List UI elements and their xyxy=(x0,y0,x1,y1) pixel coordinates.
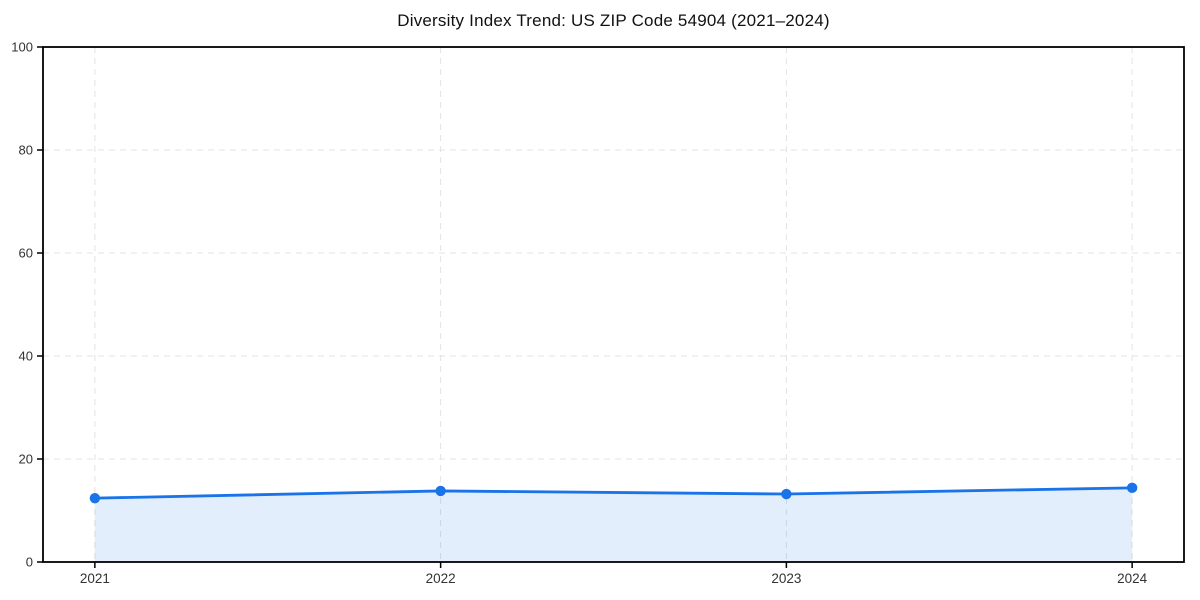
plot-background xyxy=(43,47,1184,562)
y-axis-tick-label: 20 xyxy=(19,452,33,467)
x-axis-tick-label: 2022 xyxy=(426,571,456,586)
y-axis-tick-label: 0 xyxy=(26,555,33,570)
data-point-marker xyxy=(1126,482,1138,494)
series-line xyxy=(93,486,1134,500)
data-point-marker xyxy=(781,488,792,500)
y-axis-tick-label: 60 xyxy=(19,246,33,261)
x-axis-tick-label: 2021 xyxy=(80,571,110,586)
x-axis-tick-label: 2023 xyxy=(771,571,801,586)
chart-title: Diversity Index Trend: US ZIP Code 54904… xyxy=(397,11,830,30)
y-axis-tick-label: 100 xyxy=(11,40,33,55)
y-axis-tick-label: 40 xyxy=(19,349,33,364)
plot-frame xyxy=(42,46,1185,563)
x-axis-tick-label: 2024 xyxy=(1117,571,1148,586)
y-axis-tick-label: 80 xyxy=(19,143,33,158)
series-area-fill xyxy=(94,487,1133,562)
data-point-marker xyxy=(435,485,446,497)
data-point-marker xyxy=(89,492,101,504)
